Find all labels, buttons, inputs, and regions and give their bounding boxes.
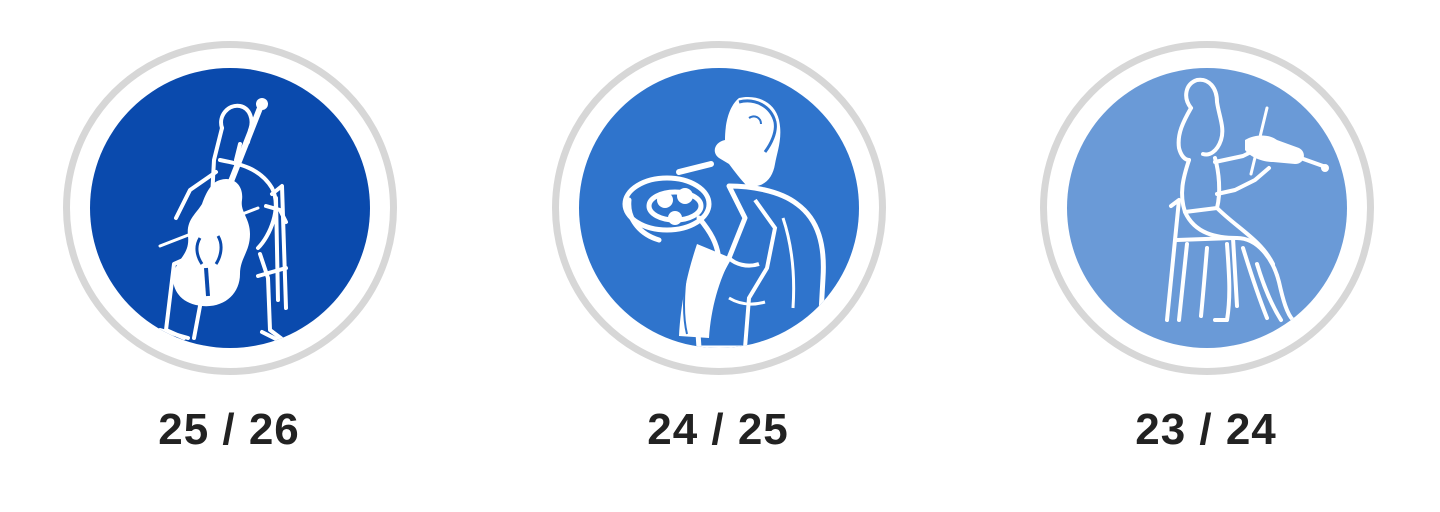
violinist-icon: [1165, 77, 1329, 322]
season-badge-disc: [1067, 68, 1347, 348]
season-badge-ring[interactable]: [63, 41, 397, 375]
season-card-23-24[interactable]: 23 / 24: [1038, 0, 1378, 512]
season-badge-ring[interactable]: [552, 41, 886, 375]
season-badge-ring[interactable]: [1040, 41, 1374, 375]
season-badge-disc: [579, 68, 859, 348]
season-label: 25 / 26: [158, 405, 300, 454]
season-card-24-25[interactable]: 24 / 25: [550, 0, 890, 512]
season-card-25-26[interactable]: 25 / 26: [61, 0, 401, 512]
season-label: 24 / 25: [647, 405, 789, 454]
cellist-icon: [158, 98, 292, 348]
horn-player-icon: [622, 96, 826, 348]
season-label: 23 / 24: [1135, 405, 1277, 454]
season-badge-disc: [90, 68, 370, 348]
